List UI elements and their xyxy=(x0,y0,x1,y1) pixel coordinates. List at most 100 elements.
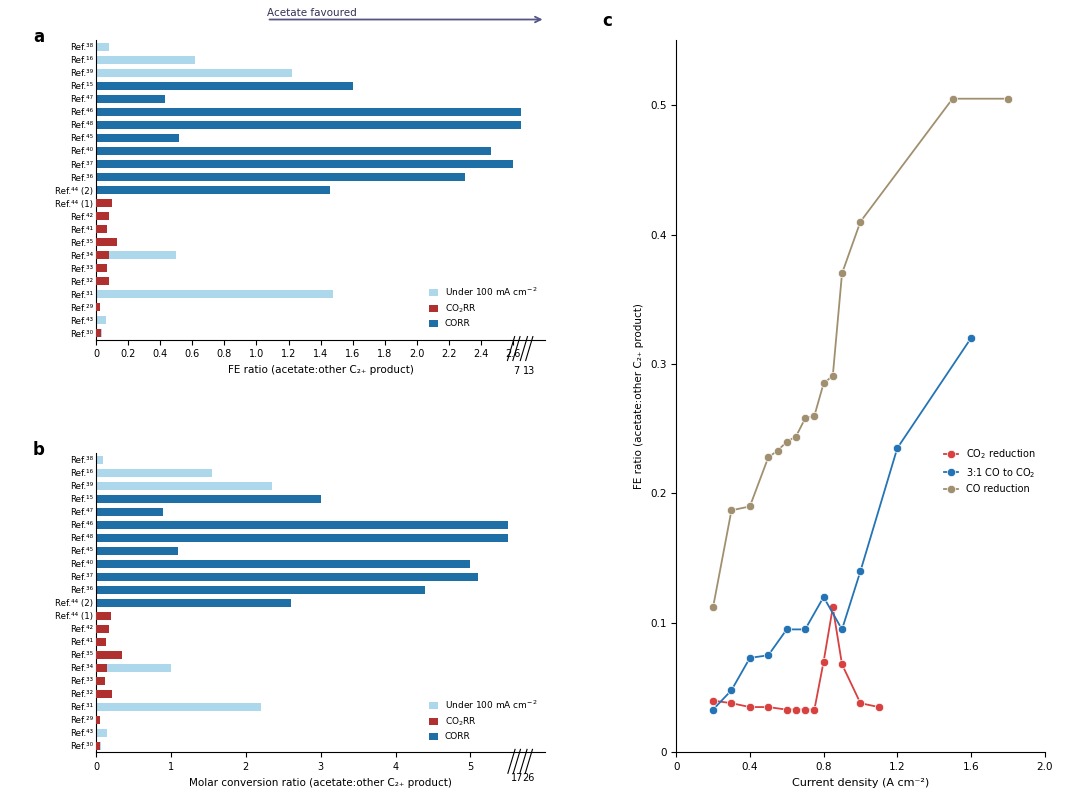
Bar xyxy=(96,716,100,724)
Bar xyxy=(96,160,260,168)
CO$_2$ reduction xyxy=(798,705,811,714)
CO reduction xyxy=(707,603,720,612)
Legend: CO$_2$ reduction, 3:1 CO to CO$_2$, CO reduction: CO$_2$ reduction, 3:1 CO to CO$_2$, CO r… xyxy=(940,443,1039,498)
CO$_2$ reduction xyxy=(725,698,738,708)
Bar xyxy=(96,82,108,90)
Text: 26: 26 xyxy=(522,773,535,783)
CO reduction xyxy=(762,452,775,462)
3:1 CO to CO$_2$ xyxy=(965,333,978,343)
Bar xyxy=(96,199,112,207)
Bar xyxy=(96,95,124,103)
CO reduction xyxy=(780,437,793,447)
Bar xyxy=(96,277,109,285)
3:1 CO to CO$_2$ xyxy=(854,566,867,576)
Bar xyxy=(96,690,112,697)
CO reduction xyxy=(798,413,811,423)
Text: 17: 17 xyxy=(511,773,523,783)
Line: CO$_2$ reduction: CO$_2$ reduction xyxy=(709,604,883,714)
Bar xyxy=(96,147,490,155)
CO reduction xyxy=(743,502,756,511)
Bar xyxy=(96,482,272,489)
Bar xyxy=(96,329,102,337)
Text: c: c xyxy=(602,12,612,30)
Bar xyxy=(96,186,330,194)
CO$_2$ reduction xyxy=(872,702,885,712)
Bar xyxy=(96,573,478,581)
Bar xyxy=(96,560,470,568)
Bar xyxy=(96,729,108,737)
CO reduction xyxy=(826,371,839,380)
Bar xyxy=(96,238,117,246)
CO reduction xyxy=(808,411,821,421)
Bar xyxy=(96,508,163,515)
Bar xyxy=(96,173,200,181)
Bar xyxy=(96,160,513,168)
Bar xyxy=(96,521,507,528)
Bar xyxy=(96,455,103,464)
CO reduction xyxy=(836,269,849,278)
Bar xyxy=(96,251,109,259)
Bar xyxy=(96,534,141,542)
CO$_2$ reduction xyxy=(826,603,839,612)
Bar xyxy=(96,147,115,155)
Bar xyxy=(96,251,176,259)
Bar xyxy=(96,547,178,555)
CO$_2$ reduction xyxy=(790,705,803,714)
CO$_2$ reduction xyxy=(780,705,793,714)
Line: 3:1 CO to CO$_2$: 3:1 CO to CO$_2$ xyxy=(709,334,975,714)
CO$_2$ reduction xyxy=(854,698,867,708)
Bar xyxy=(96,212,109,220)
Text: b: b xyxy=(33,441,45,460)
Bar xyxy=(96,121,117,129)
X-axis label: FE ratio (acetate:other C₂₊ product): FE ratio (acetate:other C₂₊ product) xyxy=(228,365,414,375)
Bar xyxy=(96,651,123,659)
CO$_2$ reduction xyxy=(808,705,821,714)
3:1 CO to CO$_2$ xyxy=(743,653,756,663)
Text: 13: 13 xyxy=(523,366,535,376)
CO$_2$ reduction xyxy=(762,702,775,712)
Bar xyxy=(96,612,111,620)
3:1 CO to CO$_2$ xyxy=(725,685,738,695)
CO reduction xyxy=(947,94,959,104)
Bar xyxy=(96,121,521,129)
Bar xyxy=(96,43,109,51)
CO reduction xyxy=(790,432,803,442)
CO reduction xyxy=(1001,94,1014,104)
Y-axis label: FE ratio (acetate:other C₂₊ product): FE ratio (acetate:other C₂₊ product) xyxy=(634,303,645,489)
Bar xyxy=(96,586,425,594)
Bar xyxy=(96,508,119,515)
X-axis label: Current density (A cm⁻²): Current density (A cm⁻²) xyxy=(792,777,930,788)
Line: CO reduction: CO reduction xyxy=(709,95,1012,612)
3:1 CO to CO$_2$ xyxy=(707,705,720,714)
3:1 CO to CO$_2$ xyxy=(891,443,904,453)
X-axis label: Molar conversion ratio (acetate:other C₂₊ product): Molar conversion ratio (acetate:other C₂… xyxy=(189,777,452,788)
CO reduction xyxy=(818,379,830,388)
Bar xyxy=(96,56,195,64)
Bar xyxy=(96,573,246,581)
Bar xyxy=(96,560,138,568)
Bar xyxy=(96,495,321,502)
Bar xyxy=(96,265,108,272)
Bar xyxy=(96,134,136,142)
3:1 CO to CO$_2$ xyxy=(798,625,811,634)
3:1 CO to CO$_2$ xyxy=(780,625,793,634)
Bar xyxy=(96,586,197,594)
3:1 CO to CO$_2$ xyxy=(818,592,830,602)
Bar xyxy=(96,664,171,671)
Bar xyxy=(96,703,261,711)
CO$_2$ reduction xyxy=(707,696,720,705)
Bar xyxy=(96,303,100,311)
Text: Acetate favoured: Acetate favoured xyxy=(266,8,356,18)
Bar xyxy=(96,742,101,750)
CO$_2$ reduction xyxy=(743,702,756,712)
Legend: Under 100 mA cm$^{-2}$, CO$_2$RR, CORR: Under 100 mA cm$^{-2}$, CO$_2$RR, CORR xyxy=(425,282,540,332)
Bar xyxy=(96,664,108,671)
Bar xyxy=(96,290,334,298)
Bar xyxy=(96,95,165,103)
3:1 CO to CO$_2$ xyxy=(836,625,849,634)
Bar xyxy=(96,638,107,646)
Bar xyxy=(96,534,507,542)
Bar xyxy=(96,677,104,684)
CO reduction xyxy=(725,506,738,515)
Bar xyxy=(96,82,353,90)
